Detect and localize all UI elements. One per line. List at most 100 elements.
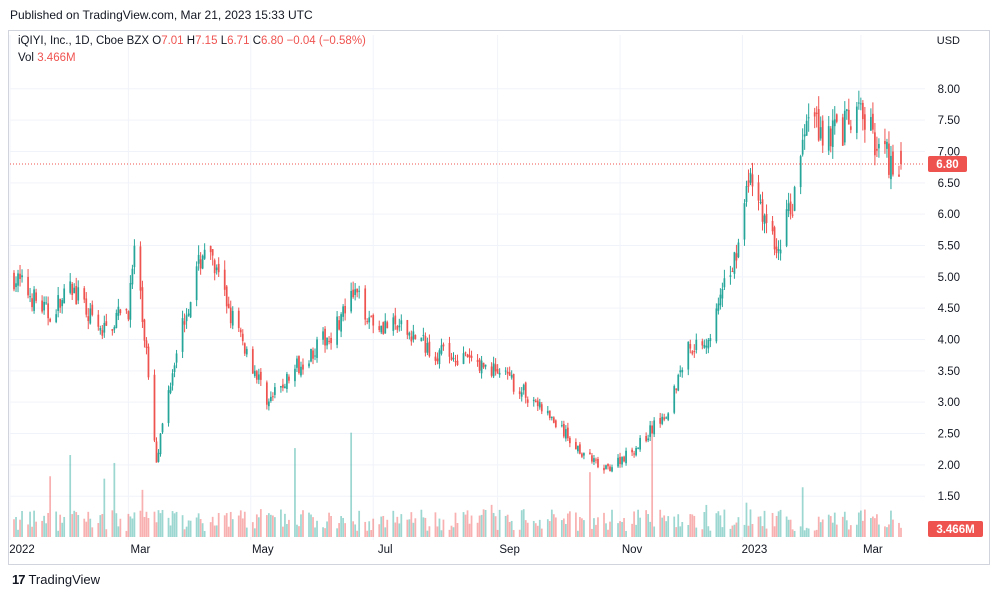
candle-body: [91, 304, 94, 315]
volume-bar: [378, 524, 381, 537]
volume-bar: [139, 510, 142, 537]
volume-bar: [412, 522, 415, 537]
volume-bar: [639, 517, 641, 537]
volume-legend: Vol 3.466M: [18, 52, 76, 64]
volume-bar: [336, 528, 338, 537]
volume-bar: [847, 529, 850, 537]
candle-body: [296, 358, 298, 368]
volume-bar: [855, 524, 858, 537]
candle-body: [392, 317, 395, 331]
volume-bar: [540, 528, 543, 537]
volume-bar: [87, 511, 90, 537]
candle-body: [326, 337, 328, 346]
volume-bar: [296, 524, 298, 537]
y-tick-label: 2.00: [938, 460, 960, 472]
volume-bar: [227, 526, 230, 537]
candle-body: [408, 332, 411, 336]
candle-body: [113, 327, 116, 330]
candle-body: [55, 314, 58, 323]
candle-body: [398, 325, 401, 328]
volume-bar: [448, 529, 451, 537]
candle-body: [284, 386, 286, 389]
candle-body: [368, 317, 371, 323]
footer-brand[interactable]: 17 TradingView: [12, 572, 100, 587]
candle-body: [803, 134, 806, 137]
volume-bar: [498, 509, 501, 537]
volume-bar: [59, 514, 62, 537]
volume-bar: [581, 518, 583, 537]
volume-bar: [733, 524, 736, 537]
volume-bar: [723, 509, 726, 537]
candle-body: [745, 186, 748, 203]
volume-bar: [396, 516, 399, 537]
volume-bar: [422, 517, 425, 537]
volume-bar: [583, 520, 585, 537]
candle-body: [857, 102, 860, 104]
candle-body: [442, 344, 445, 347]
volume-bar: [560, 520, 563, 537]
candle-body: [356, 288, 359, 293]
y-tick-label: 7.50: [938, 115, 960, 127]
candle-body: [667, 413, 670, 420]
volume-bar: [857, 512, 860, 537]
volume-bar: [821, 519, 824, 537]
volume-bar: [532, 520, 535, 537]
candle-body: [199, 259, 202, 269]
volume-bar: [603, 512, 605, 537]
volume-bar: [386, 519, 389, 537]
volume-bar: [890, 510, 892, 537]
candle-body: [761, 199, 764, 222]
volume-bar: [813, 530, 816, 537]
volume-bar: [350, 432, 353, 537]
volume-bar: [251, 522, 254, 537]
volume-bar: [761, 526, 764, 537]
candle-body: [689, 344, 692, 349]
candle-body: [394, 315, 397, 325]
volume-bar: [155, 522, 158, 537]
volume-bar: [466, 510, 469, 537]
candle-body: [464, 352, 467, 354]
candle-body: [452, 358, 455, 360]
volume-bar: [653, 526, 656, 537]
volume-bar: [779, 509, 782, 537]
candle-body: [147, 346, 150, 378]
candle-body: [512, 373, 515, 392]
volume-bar: [153, 511, 156, 537]
volume-bar: [442, 519, 445, 537]
candle-body: [153, 374, 156, 441]
candle-body: [101, 330, 104, 336]
candle-body: [382, 322, 385, 334]
volume-bar: [536, 525, 539, 537]
candle-body: [75, 286, 78, 305]
candle-body: [480, 360, 483, 374]
volume-bar: [512, 530, 515, 537]
candle-body: [470, 355, 473, 358]
candle-body: [47, 303, 50, 319]
volume-bar: [71, 514, 74, 537]
volume-bar: [324, 528, 326, 537]
volume-bar: [77, 514, 80, 537]
candle-body: [775, 246, 778, 254]
candle-body: [785, 209, 788, 246]
candle-body: [45, 302, 47, 304]
candle-body: [251, 349, 254, 374]
candle-body: [380, 325, 383, 333]
volume-bar: [159, 513, 162, 537]
volume-bar: [454, 512, 457, 537]
candle-body: [717, 303, 720, 311]
candle-body: [661, 416, 664, 424]
volume-bar: [49, 476, 52, 537]
candle-body: [673, 386, 676, 413]
candle-body: [255, 371, 258, 380]
candle-body: [211, 249, 214, 256]
candle-body: [13, 272, 15, 290]
candle-body: [239, 329, 242, 333]
volume-bar: [340, 516, 342, 537]
volume-bar: [213, 525, 216, 537]
volume-bar: [799, 526, 802, 537]
candle-body: [310, 348, 312, 362]
volume-bar: [187, 520, 190, 537]
volume-bar: [747, 525, 750, 537]
change-value: −0.04 (−0.58%): [286, 35, 366, 47]
